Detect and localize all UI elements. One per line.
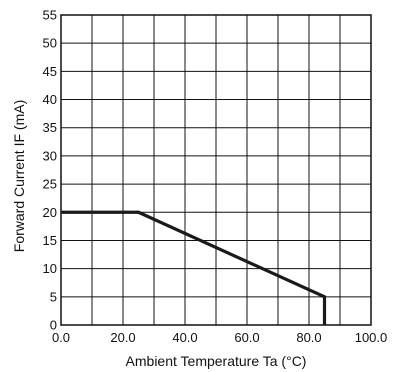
x-tick-label: 0.0 xyxy=(52,330,70,345)
y-tick-label: 40 xyxy=(43,92,57,107)
y-tick-label: 20 xyxy=(43,205,57,220)
y-tick-label: 5 xyxy=(50,289,57,304)
x-tick-label: 40.0 xyxy=(172,330,197,345)
y-tick-label: 50 xyxy=(43,36,57,51)
y-tick-label: 45 xyxy=(43,64,57,79)
x-axis-title: Ambient Temperature Ta (°C) xyxy=(126,353,307,369)
y-tick-label: 0 xyxy=(50,318,57,333)
y-tick-label: 25 xyxy=(43,177,57,192)
x-tick-label: 20.0 xyxy=(110,330,135,345)
y-tick-label: 35 xyxy=(43,120,57,135)
grid xyxy=(60,14,372,326)
y-tick-labels: 0 5 10 15 20 25 30 35 40 45 50 55 xyxy=(43,8,57,333)
y-tick-label: 55 xyxy=(43,8,57,23)
x-tick-label: 100.0 xyxy=(355,330,388,345)
y-tick-label: 30 xyxy=(43,148,57,163)
y-tick-label: 10 xyxy=(43,261,57,276)
x-tick-label: 80.0 xyxy=(296,330,321,345)
y-tick-label: 15 xyxy=(43,233,57,248)
y-axis-title: Forward Current IF (mA) xyxy=(11,100,27,252)
x-tick-label: 60.0 xyxy=(234,330,259,345)
plot-frame xyxy=(60,14,372,326)
series-group xyxy=(61,210,327,325)
series-line-0 xyxy=(61,210,327,325)
x-tick-labels: 0.0 20.0 40.0 60.0 80.0 100.0 xyxy=(52,330,387,345)
